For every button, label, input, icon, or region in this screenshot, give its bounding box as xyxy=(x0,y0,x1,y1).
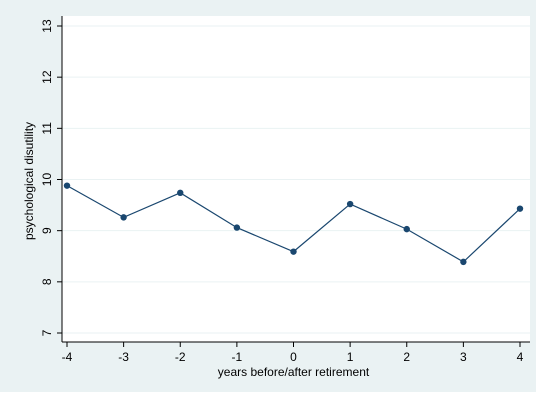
data-point-0-7 xyxy=(460,258,467,266)
data-point-0-0 xyxy=(63,182,71,189)
data-point-0-1 xyxy=(120,214,127,221)
y-tick-label-4: 11 xyxy=(40,122,54,135)
gridlines xyxy=(62,25,530,334)
x-tick-label-1: -3 xyxy=(118,350,129,364)
x-tick-label-3: -1 xyxy=(232,350,243,364)
x-axis-label: years before/after retirement xyxy=(218,365,370,379)
data-point-0-2 xyxy=(177,189,184,197)
x-tick-label-5: 1 xyxy=(347,350,354,364)
x-tick-label-6: 2 xyxy=(403,350,410,364)
x-tick-label-0: -4 xyxy=(62,350,73,364)
x-tick-label-8: 4 xyxy=(517,350,524,364)
data-point-0-4 xyxy=(290,248,297,255)
x-tick-label-2: -2 xyxy=(175,350,186,364)
y-axis-label: psychological disutility xyxy=(22,122,36,240)
data-point-0-5 xyxy=(346,200,354,208)
data-point-0-3 xyxy=(233,224,241,231)
y-tick-label-6: 13 xyxy=(40,19,54,33)
y-tick-label-3: 10 xyxy=(40,173,54,187)
series xyxy=(63,182,524,266)
x-tick-label-7: 3 xyxy=(460,350,467,364)
y-tick-label-0: 7 xyxy=(40,329,54,336)
y-tick-label-5: 12 xyxy=(40,70,54,84)
x-tick-label-4: 0 xyxy=(290,350,297,364)
data-point-0-8 xyxy=(516,205,524,212)
data-point-0-6 xyxy=(403,225,410,233)
y-tick-label-1: 8 xyxy=(40,278,54,285)
y-tick-label-2: 9 xyxy=(40,227,54,234)
